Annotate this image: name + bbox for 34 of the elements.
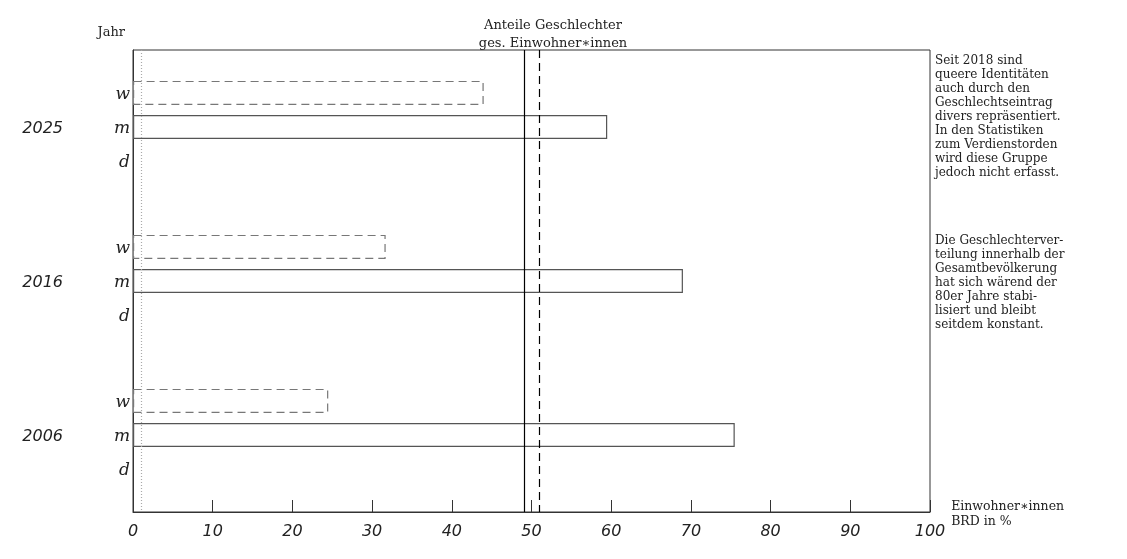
text: d <box>119 459 130 480</box>
x-tick-label: 40 <box>441 520 462 540</box>
text: m <box>113 425 130 445</box>
x-tick-label: 90 <box>840 520 861 540</box>
text: d <box>119 305 130 326</box>
x-tick-label: 20 <box>282 520 303 540</box>
bar <box>133 234 386 259</box>
x-tick-label: 100 <box>914 520 946 540</box>
x-tick-label: 60 <box>601 520 622 540</box>
x-tick-label: 10 <box>202 520 223 540</box>
series-label: w <box>115 82 131 103</box>
text: w <box>115 236 130 257</box>
x-tick-label: 80 <box>760 520 781 540</box>
x-tick-label: 30 <box>361 520 383 540</box>
text: Die Geschlechterver- teilung innerhalb der Gesamtbevölkerung hat sich wärend der 80er Jahre stabi- lisiert und bleibt seitdem konstant. <box>935 233 1065 331</box>
bar <box>133 269 683 293</box>
x-tick-label: 50 <box>521 520 542 540</box>
y-axis-title: Jahr <box>95 24 126 39</box>
y-tick-label: 2006 <box>22 425 63 445</box>
bar <box>133 388 329 413</box>
text: d <box>119 151 131 172</box>
chart-title: Anteile Geschlechter ges. Einwohner∗innen <box>478 16 628 50</box>
bar <box>133 80 484 105</box>
bar <box>133 115 608 139</box>
text: w <box>115 390 130 411</box>
x-axis-title: Einwohner∗innen BRD in % <box>951 498 1065 528</box>
x-tick-label: 70 <box>680 520 702 540</box>
bar <box>133 423 735 447</box>
y-tick-label: 2016 <box>22 271 63 291</box>
series-label: m <box>113 117 130 137</box>
text: Seit 2018 sind queere Identitäten auch durch den Geschlechtseintrag divers repräsentiert. In den Statistiken zum Verdienstorden wird diese Gruppe jedoch nicht erfasst. <box>935 53 1061 179</box>
y-tick-label: 2025 <box>22 117 63 137</box>
x-tick-label: 0 <box>127 520 139 540</box>
text: m <box>113 271 130 291</box>
